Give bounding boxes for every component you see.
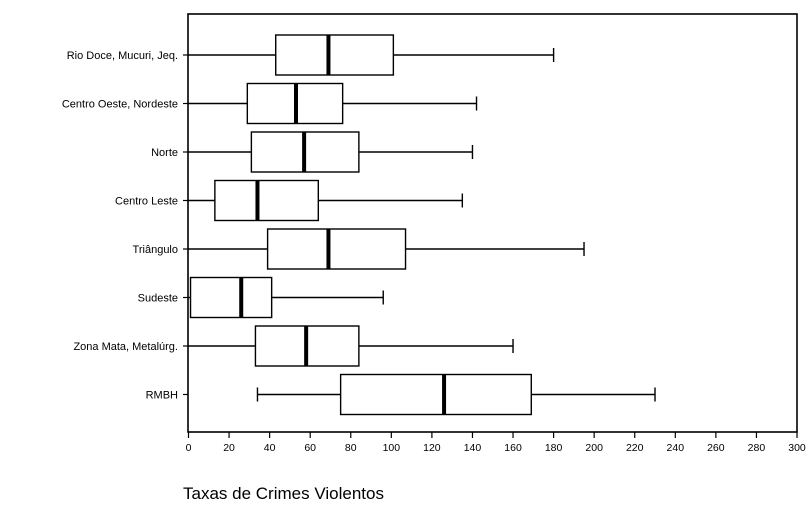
x-tick-label: 280 [748,442,766,454]
box-5 [188,276,384,319]
box-4 [188,228,585,270]
category-label: Zona Mata, Metalúrg. [73,341,178,353]
x-tick-label: 300 [788,442,806,454]
x-tick-label: 240 [667,442,685,454]
x-tick-label: 220 [626,442,644,454]
x-tick-label: 80 [345,442,357,454]
x-tick-label: 100 [383,442,401,454]
box-6 [188,325,514,367]
iqr-box [339,373,532,416]
x-axis-title: Taxas de Crimes Violentos [183,484,384,503]
iqr-box [214,179,320,222]
x-tick-label: 260 [707,442,725,454]
iqr-box [275,34,395,76]
category-label: Centro Leste [115,196,178,208]
plot-frame [187,13,798,433]
x-tick-label: 0 [186,442,192,454]
category-labels-layer: Rio Doce, Mucuri, Jeq. Centro Oeste, Nord… [62,50,188,402]
x-tick-label: 40 [264,442,276,454]
iqr-box [266,228,407,270]
box-2 [188,131,474,173]
box-0 [188,34,555,76]
category-label: Norte [151,147,178,159]
category-label: Rio Doce, Mucuri, Jeq. [67,50,178,62]
x-tick-label: 140 [464,442,482,454]
x-tick-label: 20 [223,442,235,454]
iqr-box [189,276,273,319]
box-1 [188,82,478,125]
x-axis-ticks-layer: 0 20 40 60 80 100 120 140 160 180 200 220 240 260 280 3… [186,432,806,454]
category-label: Sudeste [138,293,178,305]
box-7 [256,373,656,416]
category-label: Triângulo [133,244,178,256]
box-3 [188,179,464,222]
category-label: Centro Oeste, Nordeste [62,99,178,111]
boxes-layer [188,34,656,416]
x-tick-label: 120 [423,442,441,454]
x-tick-label: 180 [545,442,563,454]
x-tick-label: 160 [504,442,522,454]
category-label: RMBH [146,390,178,402]
x-tick-label: 200 [585,442,603,454]
x-tick-label: 60 [304,442,316,454]
